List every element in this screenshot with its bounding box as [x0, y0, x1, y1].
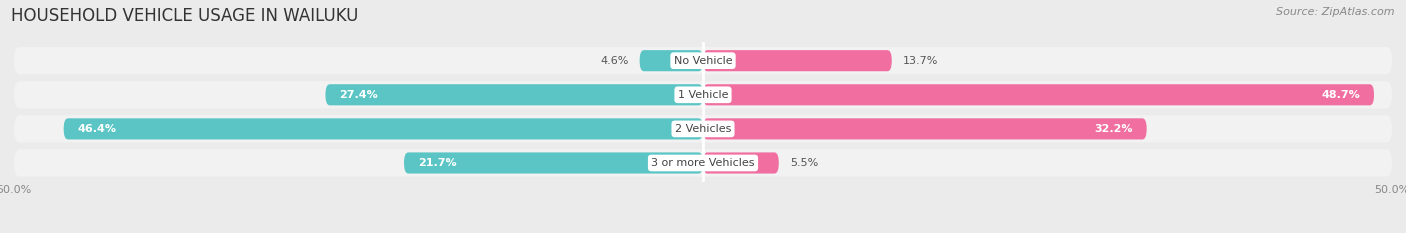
Text: 46.4%: 46.4% [77, 124, 117, 134]
FancyBboxPatch shape [14, 115, 1392, 143]
Text: 21.7%: 21.7% [418, 158, 457, 168]
FancyBboxPatch shape [703, 50, 891, 71]
Text: 2 Vehicles: 2 Vehicles [675, 124, 731, 134]
FancyBboxPatch shape [640, 50, 703, 71]
Text: 48.7%: 48.7% [1322, 90, 1360, 100]
Text: Source: ZipAtlas.com: Source: ZipAtlas.com [1277, 7, 1395, 17]
Text: 27.4%: 27.4% [339, 90, 378, 100]
FancyBboxPatch shape [63, 118, 703, 140]
Text: 1 Vehicle: 1 Vehicle [678, 90, 728, 100]
FancyBboxPatch shape [14, 81, 1392, 108]
FancyBboxPatch shape [14, 149, 1392, 177]
Text: 4.6%: 4.6% [600, 56, 628, 66]
FancyBboxPatch shape [14, 47, 1392, 74]
Text: 32.2%: 32.2% [1094, 124, 1133, 134]
Text: 5.5%: 5.5% [790, 158, 818, 168]
FancyBboxPatch shape [404, 152, 703, 174]
FancyBboxPatch shape [325, 84, 703, 105]
FancyBboxPatch shape [703, 84, 1374, 105]
FancyBboxPatch shape [703, 152, 779, 174]
Text: 13.7%: 13.7% [903, 56, 938, 66]
Text: No Vehicle: No Vehicle [673, 56, 733, 66]
FancyBboxPatch shape [703, 118, 1147, 140]
Text: HOUSEHOLD VEHICLE USAGE IN WAILUKU: HOUSEHOLD VEHICLE USAGE IN WAILUKU [11, 7, 359, 25]
Text: 3 or more Vehicles: 3 or more Vehicles [651, 158, 755, 168]
